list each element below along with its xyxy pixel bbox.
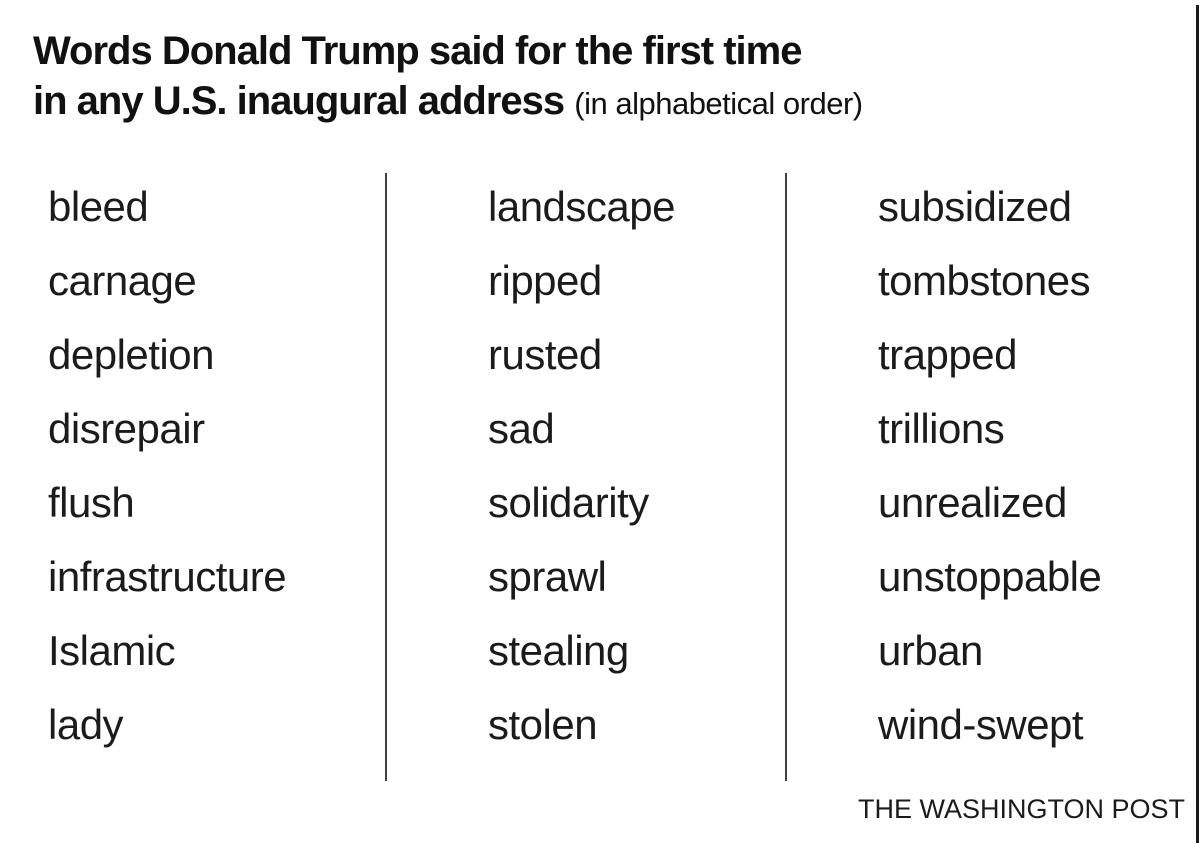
word-item: carnage — [48, 257, 197, 304]
title-note: (in alphabetical order) — [574, 86, 863, 121]
word-column-3: subsidized tombstones trapped trillions unre… — [878, 170, 1200, 762]
source-attribution: THE WASHINGTON POST — [857, 794, 1185, 824]
word-item: trillions — [878, 405, 1005, 452]
word-item: depletion — [48, 331, 214, 378]
word-item: stealing — [488, 627, 629, 674]
word-item: subsidized — [878, 183, 1072, 230]
word-item: disrepair — [48, 405, 205, 452]
column-divider-2 — [785, 173, 787, 781]
word-item: bleed — [48, 183, 149, 230]
word-column-2: landscape ripped rusted sad solidarity sprawl… — [488, 170, 818, 762]
title-line-1: Words Donald Trump said for the first ti… — [33, 29, 802, 73]
word-item: stolen — [488, 701, 598, 748]
word-item: urban — [878, 627, 983, 674]
word-item: tombstones — [878, 257, 1091, 304]
word-item: sad — [488, 405, 555, 452]
word-item: flush — [48, 479, 135, 526]
word-item: rusted — [488, 331, 602, 378]
word-item: unstoppable — [878, 553, 1102, 600]
column-divider-1 — [385, 173, 387, 781]
word-column-1: bleed carnage depletion disrepair flush infra… — [48, 170, 378, 762]
word-item: infrastructure — [48, 553, 287, 600]
word-item: trapped — [878, 331, 1017, 378]
word-item: lady — [48, 701, 124, 748]
right-edge-rule — [1196, 5, 1199, 843]
word-item: sprawl — [488, 553, 607, 600]
title-line-2-bold: in any U.S. inaugural address — [33, 79, 565, 123]
word-item: solidarity — [488, 479, 649, 526]
word-item: unrealized — [878, 479, 1067, 526]
word-item: Islamic — [48, 627, 176, 674]
word-item: landscape — [488, 183, 675, 230]
word-item: wind-swept — [878, 701, 1084, 748]
title-block: Words Donald Trump said for the first ti… — [33, 26, 863, 129]
word-item: ripped — [488, 257, 602, 304]
title-line-2: in any U.S. inaugural address (in alphab… — [33, 76, 863, 129]
